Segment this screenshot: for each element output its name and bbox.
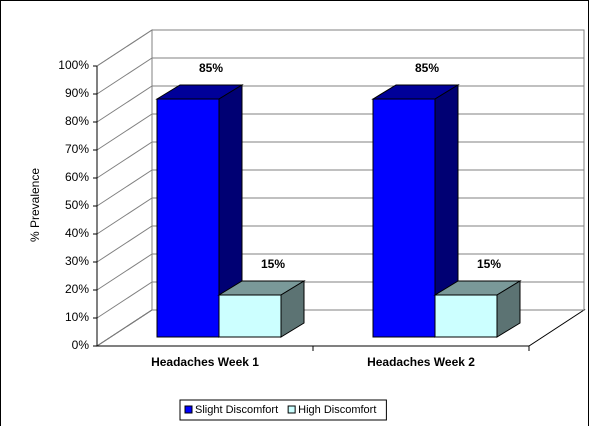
value-label: 15% [477,257,501,271]
y-tick-label: 30% [65,254,89,268]
y-tick-label: 80% [65,114,89,128]
y-axis-label: % Prevalence [28,168,42,242]
y-tick-label: 70% [65,142,89,156]
value-label: 15% [261,257,285,271]
y-tick-label: 0% [72,338,90,352]
legend-swatch [184,405,193,414]
y-tick-label: 100% [58,58,89,72]
legend-label: Slight Discomfort [195,404,278,416]
legend-box [179,399,387,421]
y-tick-label: 20% [65,282,89,296]
value-label: 85% [199,61,223,75]
grid-line [96,57,584,95]
bar [372,98,436,338]
y-tick-label: 50% [65,198,89,212]
y-tick-label: 10% [65,310,89,324]
x-tick-label: Headaches Week 1 [151,355,259,369]
grid-line [96,29,584,67]
bar [156,98,220,338]
y-tick-label: 60% [65,170,89,184]
y-tick-label: 40% [65,226,89,240]
y-tick-label: 90% [65,86,89,100]
legend-label: High Discomfort [298,404,376,416]
value-label: 85% [415,61,439,75]
bar [434,294,498,338]
legend-swatch [287,405,296,414]
bar [218,294,282,338]
x-tick-label: Headaches Week 2 [367,355,475,369]
